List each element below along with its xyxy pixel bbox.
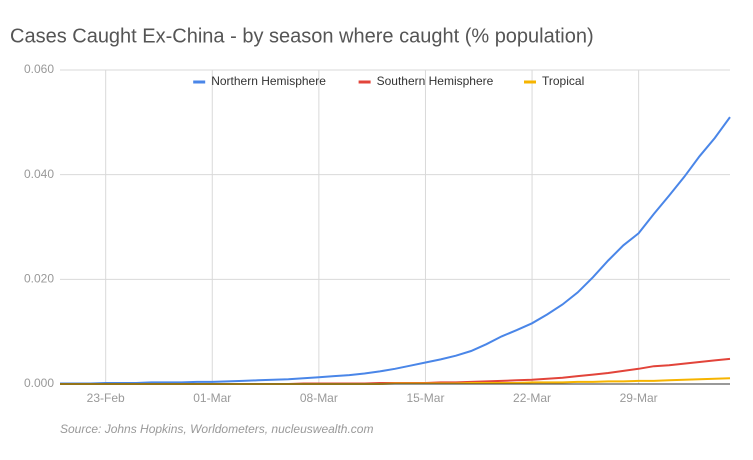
- x-tick-label: 08-Mar: [300, 391, 338, 405]
- y-tick-label: 0.060: [24, 62, 54, 76]
- legend-label: Tropical: [542, 74, 584, 88]
- source-note: Source: Johns Hopkins, Worldometers, nuc…: [60, 422, 373, 436]
- x-tick-label: 01-Mar: [193, 391, 231, 405]
- x-tick-label: 23-Feb: [87, 391, 125, 405]
- y-tick-label: 0.000: [24, 376, 54, 390]
- series-line: [60, 116, 731, 385]
- x-tick-label: 29-Mar: [620, 391, 658, 405]
- x-tick-label: 15-Mar: [406, 391, 444, 405]
- y-tick-label: 0.020: [24, 272, 54, 286]
- legend-label: Northern Hemisphere: [211, 74, 326, 88]
- chart-title: Cases Caught Ex-China - by season where …: [10, 25, 594, 47]
- x-tick-label: 22-Mar: [513, 391, 551, 405]
- legend-label: Southern Hemisphere: [377, 74, 494, 88]
- y-tick-label: 0.040: [24, 167, 54, 181]
